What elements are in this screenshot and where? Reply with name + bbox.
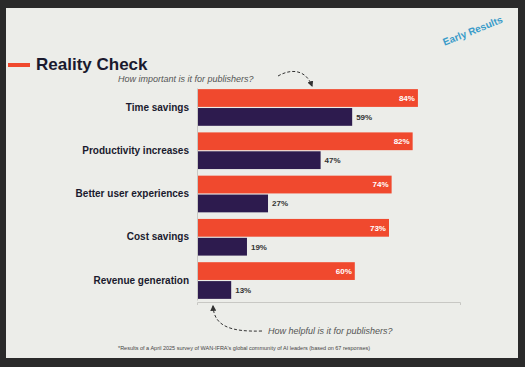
bar: [197, 176, 392, 194]
footnote: *Results of a April 2025 survey of WAN-I…: [118, 345, 370, 351]
bar: [197, 262, 355, 280]
data-label: 59%: [356, 113, 372, 122]
data-label: 84%: [399, 94, 415, 103]
data-label: 82%: [394, 137, 410, 146]
data-label: 47%: [325, 156, 341, 165]
bar: [197, 89, 418, 107]
y-axis: Time savings Productivity increases Better…: [76, 89, 198, 301]
y-tick-label: Better user experiences: [76, 188, 190, 199]
bar: [197, 195, 268, 213]
bar-series: [197, 108, 352, 299]
series-annotation: How helpful is it for publishers?: [268, 326, 393, 336]
title-accent: [8, 63, 30, 67]
chart-svg: Reality Check Early Results 84% 82% 74% 73% 60…: [0, 0, 525, 367]
bar: [197, 238, 247, 256]
y-tick: Better user experiences: [76, 188, 190, 199]
data-label: 19%: [251, 243, 267, 252]
y-tick-label: Cost savings: [127, 231, 190, 242]
data-labels: 84% 82% 74% 73% 60% 59% 47% 27% 19% 13%: [235, 94, 415, 295]
bar: [197, 219, 389, 237]
bar: [197, 108, 352, 126]
y-tick-label: Productivity increases: [82, 145, 189, 156]
data-label: 60%: [336, 267, 352, 276]
badge: Early Results: [441, 14, 504, 48]
y-tick-label: Revenue generation: [93, 275, 189, 286]
bar-series: [197, 89, 418, 280]
y-tick: Revenue generation: [93, 275, 189, 286]
y-tick: Productivity increases: [82, 145, 189, 156]
title: Reality Check: [36, 55, 148, 74]
data-label: 13%: [235, 286, 251, 295]
y-tick: Time savings: [126, 102, 190, 113]
series-annotation: How important is it for publishers?: [118, 74, 254, 84]
y-axis-line: [197, 89, 198, 301]
slide: [6, 8, 518, 358]
annotation-arrow: [213, 306, 262, 331]
bar: [197, 132, 413, 150]
plot-area: [197, 89, 418, 299]
data-label: 27%: [272, 199, 288, 208]
y-tick-label: Time savings: [126, 102, 190, 113]
data-label: 73%: [370, 224, 386, 233]
data-label: 74%: [373, 180, 389, 189]
background: [0, 0, 525, 367]
annotation-arrow: [278, 71, 312, 86]
bar: [197, 281, 231, 299]
x-axis: [198, 303, 461, 306]
x-axis-line: [198, 303, 461, 306]
chart-container: Reality Check Early Results 84% 82% 74% 73% 60…: [0, 0, 525, 367]
y-tick: Cost savings: [127, 231, 190, 242]
bar: [197, 151, 321, 169]
